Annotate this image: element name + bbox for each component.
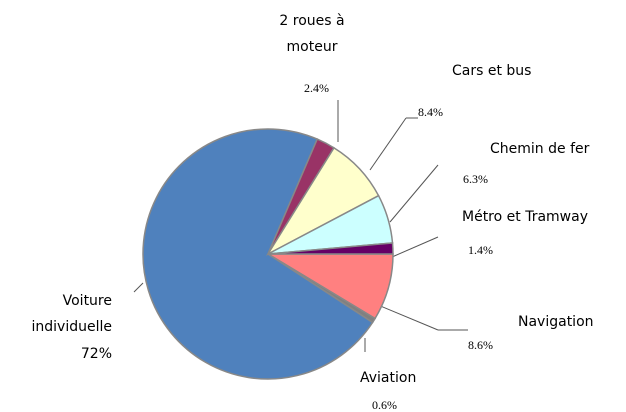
pie-slice [142,128,374,380]
value-label: 1.4% [468,243,493,257]
value-label: 2.4% [304,81,329,95]
leader-line [391,236,439,258]
leader-line [369,117,407,171]
category-label: Chemin de fer [490,141,590,157]
category-label: Cars et bus [452,63,532,79]
category-label: Voiture individuelle [31,293,112,335]
category-label: Métro et Tramway [462,209,588,225]
leader-line [133,282,144,293]
leader-line [389,164,439,223]
value-label: 8.4% [418,105,443,119]
category-label: Aviation [360,370,417,386]
category-label: 2 roues à moteur [279,13,345,55]
value-label: 6.3% [463,172,488,186]
leader-line [377,304,439,331]
value-label: 8.6% [468,338,493,352]
value-label: 0.6% [372,398,397,412]
category-label: Navigation [518,314,594,330]
value-label: 72% [80,346,112,362]
pie-slice [267,242,394,255]
